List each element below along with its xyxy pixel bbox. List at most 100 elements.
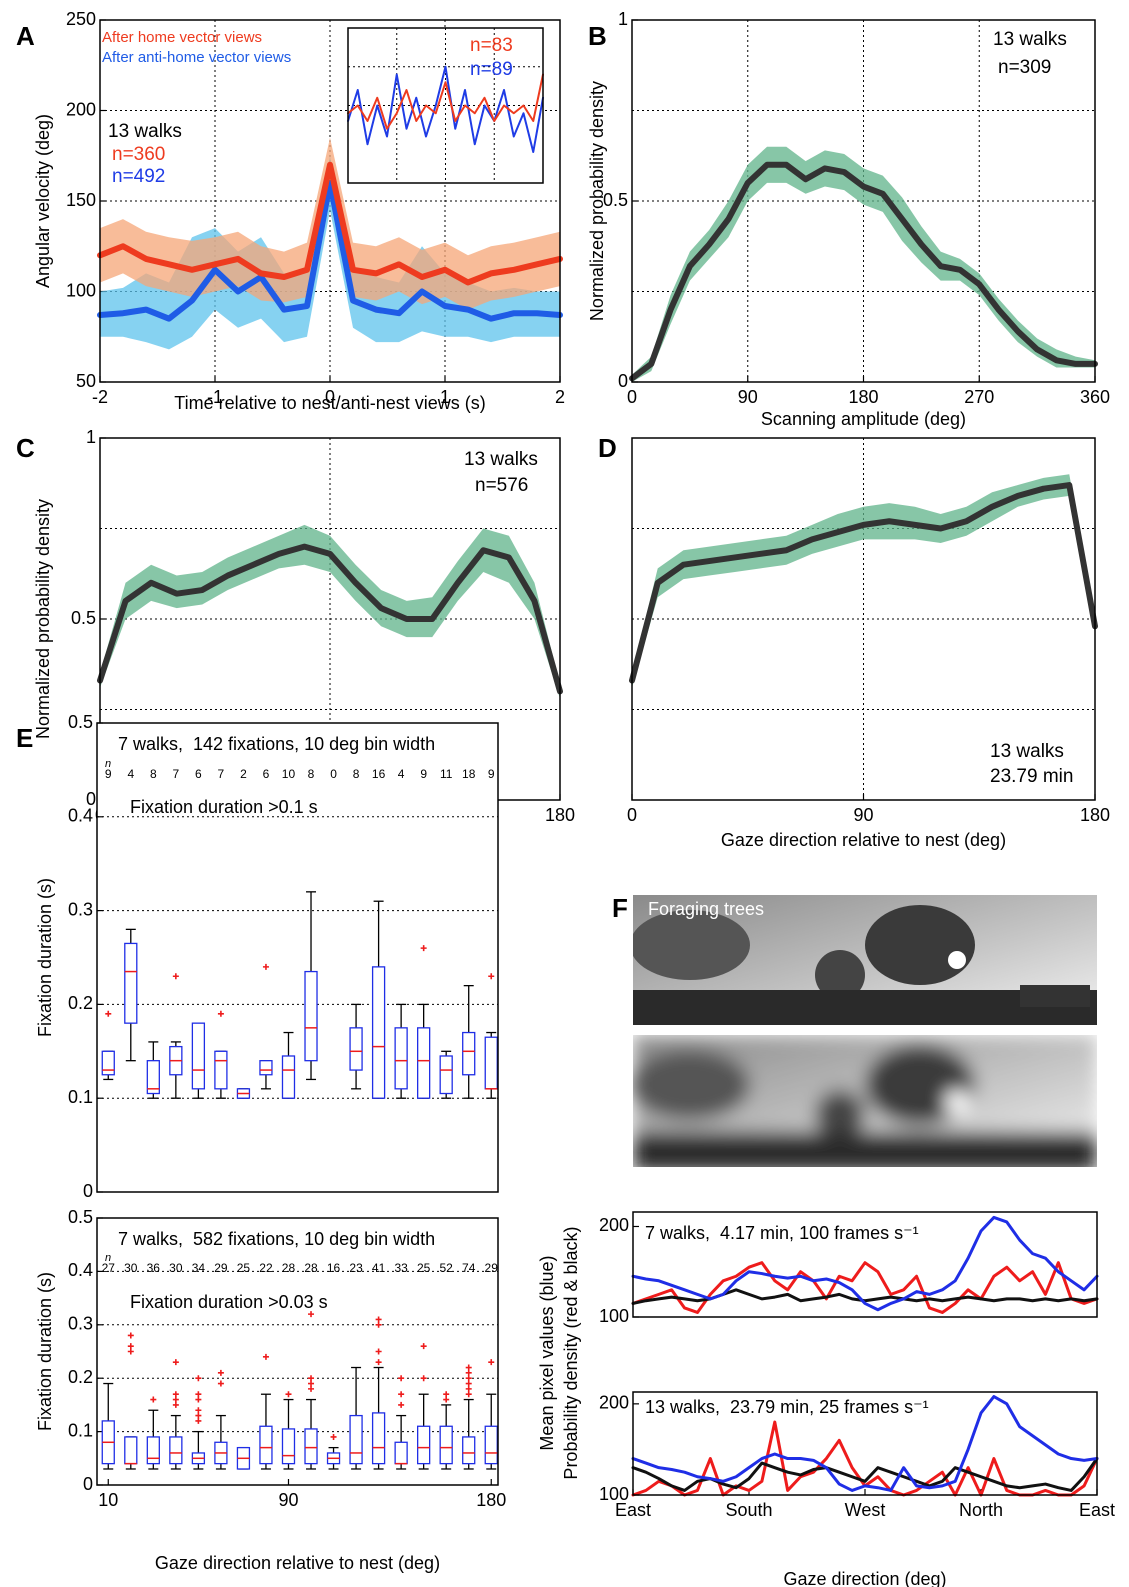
- panel-label: F: [612, 893, 628, 923]
- x-tick-label: 90: [738, 387, 758, 407]
- box: [439, 1055, 453, 1095]
- outlier: [195, 1412, 202, 1419]
- box: [439, 1425, 453, 1465]
- outlier: [172, 973, 179, 980]
- outlier: [172, 1391, 179, 1398]
- outlier: [465, 1375, 472, 1382]
- x-tick-label: 90: [853, 805, 873, 825]
- y-tick-label: 0.2: [68, 993, 93, 1013]
- outlier: [172, 1359, 179, 1366]
- y-tick-label: 1: [86, 427, 96, 447]
- line: [347, 73, 544, 130]
- x-tick-label: 180: [545, 805, 575, 825]
- outlier: [465, 1391, 472, 1398]
- count-label: 9: [488, 767, 495, 781]
- line: [629, 161, 1098, 382]
- count-label: 8: [150, 767, 157, 781]
- plot-area: [97, 1218, 498, 1485]
- count-label: 4: [127, 767, 134, 781]
- annotation: 23.79 min: [990, 766, 1073, 787]
- y-tick-label: 250: [66, 9, 96, 29]
- annotation: n=83: [470, 35, 513, 56]
- box: [214, 1050, 228, 1090]
- y-tick-label: 0: [86, 789, 96, 809]
- box: [484, 1036, 498, 1090]
- y-axis-label: Fixation duration (s): [35, 878, 55, 1037]
- box: [417, 1027, 431, 1099]
- x-tick-label: 180: [1080, 805, 1110, 825]
- count-label: 8: [353, 767, 360, 781]
- y-tick-label: 200: [599, 1215, 629, 1235]
- annotation: 13 walks: [990, 741, 1064, 762]
- outlier: [217, 1369, 224, 1376]
- legend-entry: After home vector views: [102, 29, 262, 46]
- box: [349, 1027, 363, 1071]
- plot-frame: [632, 1211, 1098, 1318]
- line: [97, 161, 563, 286]
- outlier: [217, 1010, 224, 1017]
- annotation: 13 walks: [993, 29, 1067, 50]
- y-tick-label: 200: [66, 99, 96, 119]
- image-caption: Foraging trees: [648, 899, 764, 919]
- plot-frame: [347, 27, 544, 184]
- outlier: [420, 1343, 427, 1350]
- outlier: [375, 1316, 382, 1323]
- outlier: [308, 1385, 315, 1392]
- x-tick-label: South: [725, 1500, 772, 1520]
- chart-title: 7 walks, 142 fixations, 10 deg bin width: [118, 734, 435, 754]
- y-tick-label: 0.4: [68, 806, 93, 826]
- count-label: 41: [372, 1261, 386, 1275]
- count-label: 29: [214, 1261, 228, 1275]
- outlier: [465, 1364, 472, 1371]
- count-label: 22: [259, 1261, 273, 1275]
- x-tick-label: 180: [848, 387, 878, 407]
- outlier: [195, 1417, 202, 1424]
- y-tick-label: 0: [618, 371, 628, 391]
- x-tick-label: West: [845, 1500, 886, 1520]
- box: [124, 942, 138, 1024]
- y-tick-label: 0.1: [68, 1420, 93, 1440]
- y-axis-label: Fixation duration (s): [35, 1272, 55, 1431]
- line: [97, 179, 563, 322]
- panel-label: D: [598, 433, 617, 463]
- outlier: [465, 1385, 472, 1392]
- x-tick-label: 270: [964, 387, 994, 407]
- band: [100, 524, 560, 699]
- y-tick-label: 0.2: [68, 1367, 93, 1387]
- outlier: [308, 1311, 315, 1318]
- annotation: 13 walks: [464, 449, 538, 470]
- count-label: 16: [327, 1261, 341, 1275]
- box: [304, 1428, 318, 1465]
- count-label: 2: [240, 767, 247, 781]
- x-tick-label: 0: [627, 387, 637, 407]
- x-axis-label: Scanning amplitude (deg): [761, 409, 966, 429]
- count-label: 29: [485, 1261, 499, 1275]
- outlier: [127, 1332, 134, 1339]
- count-label: 6: [195, 767, 202, 781]
- plot-frame: [631, 19, 1096, 383]
- count-label: 25: [237, 1261, 251, 1275]
- outlier: [443, 1396, 450, 1403]
- count-label: 23: [349, 1261, 363, 1275]
- outlier: [105, 1010, 112, 1017]
- line: [97, 543, 563, 695]
- y-tick-label: 100: [599, 1306, 629, 1326]
- y-axis-label: Normalized probability density: [587, 81, 607, 321]
- plot-frame: [631, 437, 1096, 801]
- outlier: [375, 1359, 382, 1366]
- count-label: 8: [308, 767, 315, 781]
- box: [281, 1428, 296, 1465]
- count-label: 7: [173, 767, 180, 781]
- outlier: [262, 963, 269, 970]
- outlier: [375, 1321, 382, 1328]
- count-label: 74: [462, 1261, 476, 1275]
- panel-label: E: [16, 723, 33, 753]
- count-label: 7: [218, 767, 225, 781]
- x-tick-label: 2: [555, 387, 565, 407]
- chart-title: 7 walks, 4.17 min, 100 frames s⁻¹: [645, 1223, 919, 1243]
- annotation: n=492: [112, 166, 165, 187]
- outlier: [127, 1343, 134, 1350]
- x-tick-label: East: [1079, 1500, 1115, 1520]
- y-tick-label: 100: [66, 280, 96, 300]
